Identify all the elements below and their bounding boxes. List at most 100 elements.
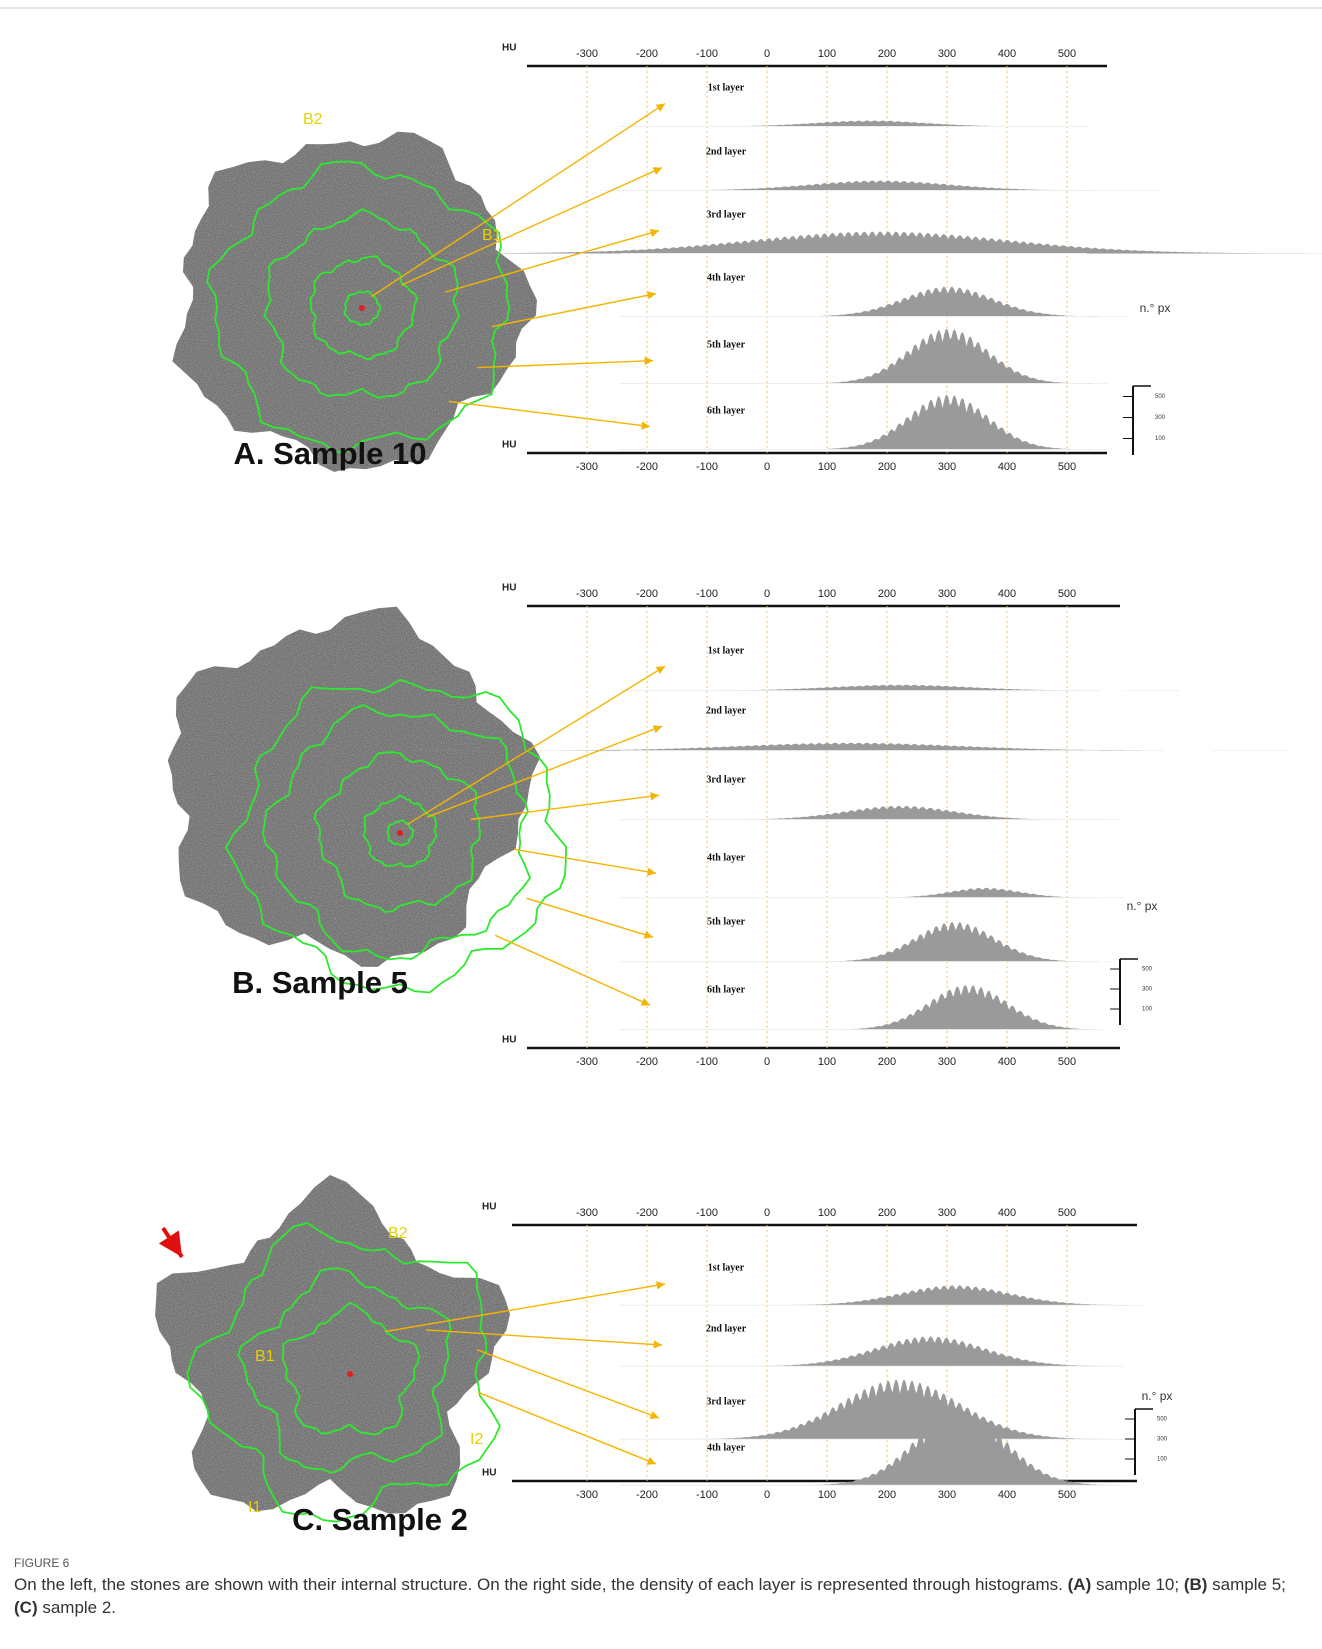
histogram xyxy=(710,1336,1150,1366)
layer-label: 5th layer xyxy=(707,916,746,927)
caption-title: FIGURE 6 xyxy=(14,1556,1304,1570)
core xyxy=(347,1371,353,1377)
histogram xyxy=(660,1380,1140,1440)
layer-label: 2nd layer xyxy=(706,1323,747,1334)
stone-label: B1 xyxy=(255,1348,275,1365)
count-tick-label: 100 xyxy=(1155,436,1166,442)
hu-tick-label: 300 xyxy=(938,48,956,60)
count-tick-label: 100 xyxy=(1157,1457,1168,1463)
histogram xyxy=(680,806,1120,820)
stone-label: B2 xyxy=(303,111,323,128)
hu-tick-label: 400 xyxy=(998,588,1016,600)
caption-part: sample 2. xyxy=(38,1598,116,1617)
layer-label: 2nd layer xyxy=(706,146,747,157)
hu-tick-label: -200 xyxy=(636,1056,658,1068)
hu-tick-label: 200 xyxy=(878,1489,896,1501)
hu-axis-label: HU xyxy=(502,440,516,451)
layer-arrow xyxy=(478,1392,656,1464)
hu-tick-label: 300 xyxy=(938,588,956,600)
hu-axis-label: HU xyxy=(502,1035,516,1046)
hu-tick-label: 200 xyxy=(878,588,896,600)
hu-tick-label: 100 xyxy=(818,461,836,473)
layer-label: 1st layer xyxy=(708,645,745,656)
layer-arrow xyxy=(449,401,650,426)
hu-tick-label: 400 xyxy=(998,1489,1016,1501)
layer-label: 3rd layer xyxy=(706,1396,746,1407)
caption-part: sample 10; xyxy=(1091,1575,1184,1594)
count-label: n.° px xyxy=(1140,301,1171,315)
layer-label: 6th layer xyxy=(707,405,746,416)
hu-tick-label: -200 xyxy=(636,1489,658,1501)
caption-part: (C) xyxy=(14,1598,38,1617)
layer-label: 3rd layer xyxy=(706,774,746,785)
histogram xyxy=(600,181,1160,191)
layer-arrow xyxy=(514,849,656,873)
hu-axis-label: HU xyxy=(482,1468,496,1479)
hu-axis-label: HU xyxy=(502,43,516,54)
layer-label: 4th layer xyxy=(707,1442,746,1453)
hu-tick-label: 300 xyxy=(938,1207,956,1219)
hu-tick-label: 500 xyxy=(1058,461,1076,473)
hu-tick-label: -100 xyxy=(696,1207,718,1219)
hu-tick-label: 100 xyxy=(818,1207,836,1219)
hu-tick-label: 0 xyxy=(764,48,770,60)
caption-part: sample 5; xyxy=(1207,1575,1285,1594)
stone-label: I1 xyxy=(248,1499,261,1516)
hu-tick-label: 0 xyxy=(764,1056,770,1068)
histogram xyxy=(650,121,1090,127)
hu-tick-label: 500 xyxy=(1058,588,1076,600)
hu-tick-label: 500 xyxy=(1058,48,1076,60)
caption-part: (A) xyxy=(1068,1575,1092,1594)
hu-tick-label: 100 xyxy=(818,588,836,600)
hu-tick-label: -300 xyxy=(576,588,598,600)
hu-tick-label: -100 xyxy=(696,588,718,600)
hu-tick-label: 200 xyxy=(878,461,896,473)
stone xyxy=(155,1175,510,1514)
histogram xyxy=(788,329,1108,384)
hu-tick-label: 400 xyxy=(998,461,1016,473)
histogram xyxy=(788,395,1108,450)
stone xyxy=(168,607,540,967)
hu-axis-label: HU xyxy=(482,1202,496,1213)
hu-tick-label: 0 xyxy=(764,588,770,600)
hu-tick-label: 500 xyxy=(1058,1056,1076,1068)
hu-tick-label: 0 xyxy=(764,461,770,473)
panel-label: B. Sample 5 xyxy=(232,965,408,1000)
layer-arrow xyxy=(527,898,654,937)
count-label: n.° px xyxy=(1127,899,1158,913)
caption-part: (B) xyxy=(1184,1575,1208,1594)
hu-tick-label: -300 xyxy=(576,1489,598,1501)
histogram xyxy=(735,1285,1175,1305)
count-tick-label: 500 xyxy=(1142,967,1153,973)
hu-tick-label: -200 xyxy=(636,588,658,600)
count-label: n.° px xyxy=(1142,1389,1173,1403)
hu-tick-label: 500 xyxy=(1058,1207,1076,1219)
page: B2 B1 A. Sample 10 HU -300 -200 -100 0 100 200 300… xyxy=(0,0,1322,1649)
layer-label: 1st layer xyxy=(708,1262,745,1273)
histogram xyxy=(620,685,1180,691)
layer-arrow xyxy=(477,1350,659,1418)
caption-part: On the left, the stones are shown with t… xyxy=(14,1575,1068,1594)
hu-tick-label: 300 xyxy=(938,1056,956,1068)
count-tick-label: 500 xyxy=(1157,1417,1168,1423)
histogram xyxy=(410,743,1290,751)
histogram xyxy=(360,232,1322,254)
hu-tick-label: -300 xyxy=(576,48,598,60)
hu-axis-label: HU xyxy=(502,583,516,594)
count-tick-label: 300 xyxy=(1142,987,1153,993)
count-tick-label: 300 xyxy=(1157,1437,1168,1443)
hu-tick-label: -200 xyxy=(636,1207,658,1219)
hu-tick-label: 500 xyxy=(1058,1489,1076,1501)
caption: FIGURE 6 On the left, the stones are sho… xyxy=(14,1556,1304,1619)
layer-label: 5th layer xyxy=(707,339,746,350)
layer-label: 1st layer xyxy=(708,82,745,93)
layer-label: 4th layer xyxy=(707,272,746,283)
panel-label: A. Sample 10 xyxy=(234,436,427,471)
count-tick-label: 500 xyxy=(1155,394,1166,400)
pointer-arrow xyxy=(163,1228,182,1257)
figure: B2 B1 A. Sample 10 HU -300 -200 -100 0 100 200 300… xyxy=(0,0,1322,1545)
hu-tick-label: 300 xyxy=(938,461,956,473)
count-tick-label: 100 xyxy=(1142,1007,1153,1013)
layer-label: 4th layer xyxy=(707,852,746,863)
caption-text: On the left, the stones are shown with t… xyxy=(14,1573,1304,1619)
